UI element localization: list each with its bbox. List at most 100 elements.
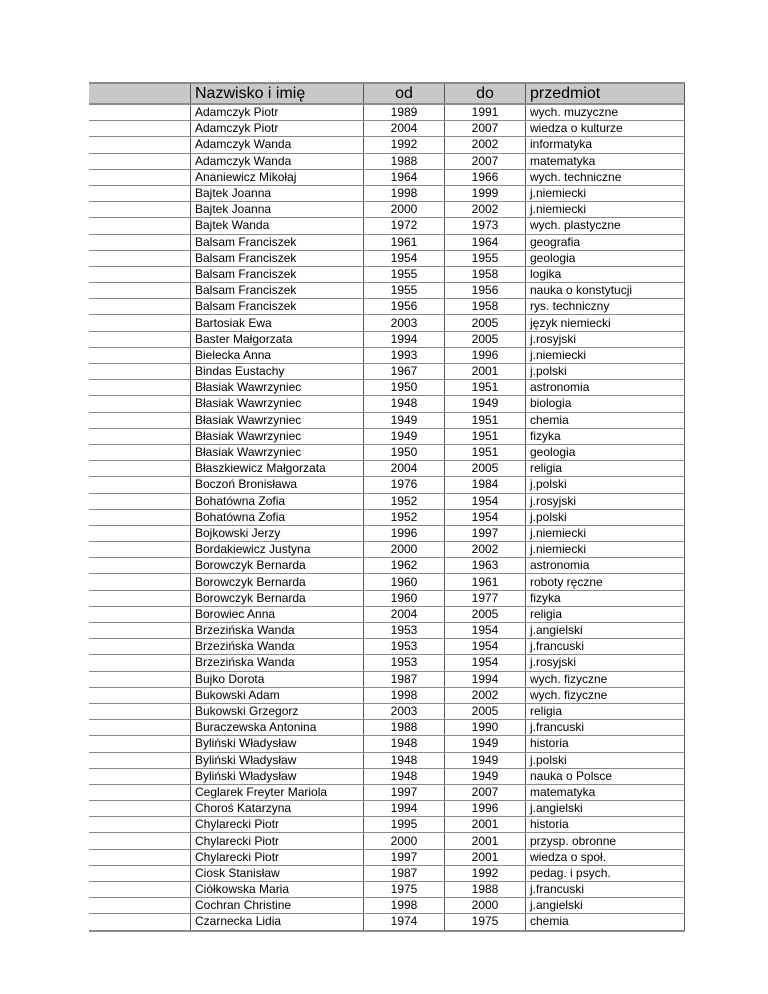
name-cell: Bojkowski Jerzy xyxy=(190,525,364,543)
table-row: Balsam Franciszek 1955 1956 nauka o konstyt… xyxy=(89,282,685,300)
to-cell: 1949 xyxy=(444,735,526,753)
subject-cell: fizyka xyxy=(525,428,685,445)
name-cell: Brzezińska Wanda xyxy=(190,654,364,672)
name-cell: Bajtek Joanna xyxy=(190,201,364,219)
from-cell: 1994 xyxy=(363,331,445,348)
table-row: Bajtek Joanna 1998 1999 j.niemiecki xyxy=(89,185,685,203)
name-cell: Adamczyk Piotr xyxy=(190,104,364,122)
to-cell: 1992 xyxy=(444,865,526,883)
from-cell: 1964 xyxy=(363,169,445,186)
from-cell: 2000 xyxy=(363,541,445,559)
subject-cell: j.francuski xyxy=(525,638,685,656)
blank-cell xyxy=(89,250,191,267)
blank-cell xyxy=(89,153,191,170)
subject-cell: j.rosyjski xyxy=(525,654,685,672)
to-cell: 1964 xyxy=(444,234,526,251)
subject-cell: wiedza o społ. xyxy=(525,849,685,866)
name-cell: Ciosk Stanisław xyxy=(190,865,364,883)
blank-cell xyxy=(89,590,191,607)
header-blank xyxy=(89,82,191,105)
to-cell: 2005 xyxy=(444,460,526,478)
subject-cell: biologia xyxy=(525,395,685,413)
blank-cell xyxy=(89,525,191,543)
subject-cell: geologia xyxy=(525,444,685,462)
to-cell: 2001 xyxy=(444,832,526,850)
to-cell: 2005 xyxy=(444,703,526,721)
table-row: Bielecka Anna 1993 1996 j.niemiecki xyxy=(89,347,685,365)
from-cell: 1960 xyxy=(363,573,445,591)
subject-cell: religia xyxy=(525,703,685,721)
to-cell: 1949 xyxy=(444,752,526,769)
subject-cell: wych. fizyczne xyxy=(525,671,685,688)
subject-cell: matematyka xyxy=(525,153,685,170)
blank-cell xyxy=(89,298,191,316)
subject-cell: pedag. i psych. xyxy=(525,865,685,883)
name-cell: Czarnecka Lidia xyxy=(190,913,364,932)
to-cell: 1958 xyxy=(444,266,526,284)
blank-cell xyxy=(89,541,191,559)
from-cell: 1956 xyxy=(363,298,445,316)
subject-cell: j.angielski xyxy=(525,622,685,640)
table-row: Błasiak Wawrzyniec 1948 1949 biologia xyxy=(89,395,685,413)
from-cell: 1962 xyxy=(363,557,445,575)
blank-cell xyxy=(89,768,191,785)
blank-cell xyxy=(89,638,191,656)
name-cell: Bajtek Wanda xyxy=(190,217,364,235)
to-cell: 1961 xyxy=(444,573,526,591)
from-cell: 2004 xyxy=(363,460,445,478)
blank-cell xyxy=(89,266,191,284)
to-cell: 2002 xyxy=(444,136,526,154)
table-row: Ceglarek Freyter Mariola 1997 2007 matematy… xyxy=(89,784,685,802)
from-cell: 2004 xyxy=(363,606,445,624)
blank-cell xyxy=(89,444,191,462)
from-cell: 1987 xyxy=(363,671,445,688)
to-cell: 1954 xyxy=(444,638,526,656)
name-cell: Bukowski Adam xyxy=(190,687,364,704)
from-cell: 1953 xyxy=(363,638,445,656)
subject-cell: j.niemiecki xyxy=(525,201,685,219)
subject-cell: religia xyxy=(525,606,685,624)
name-cell: Błasiak Wawrzyniec xyxy=(190,444,364,462)
from-cell: 1949 xyxy=(363,428,445,445)
to-cell: 1984 xyxy=(444,476,526,494)
name-cell: Bordakiewicz Justyna xyxy=(190,541,364,559)
header-from: od xyxy=(363,82,445,105)
from-cell: 1997 xyxy=(363,849,445,866)
name-cell: Adamczyk Piotr xyxy=(190,120,364,138)
table-row: Ananiewicz Mikołaj 1964 1966 wych. technicz… xyxy=(89,169,685,186)
subject-cell: j.rosyjski xyxy=(525,331,685,348)
blank-cell xyxy=(89,395,191,413)
blank-cell xyxy=(89,169,191,186)
subject-cell: geografia xyxy=(525,234,685,251)
name-cell: Brzezińska Wanda xyxy=(190,622,364,640)
name-cell: Boczoń Bronisława xyxy=(190,476,364,494)
table-row: Brzezińska Wanda 1953 1954 j.rosyjski xyxy=(89,654,685,672)
to-cell: 1951 xyxy=(444,428,526,445)
subject-cell: astronomia xyxy=(525,379,685,397)
blank-cell xyxy=(89,622,191,640)
table-row: Bohatówna Zofia 1952 1954 j.rosyjski xyxy=(89,493,685,510)
subject-cell: j.niemiecki xyxy=(525,525,685,543)
from-cell: 1953 xyxy=(363,654,445,672)
to-cell: 1963 xyxy=(444,557,526,575)
subject-cell: j.polski xyxy=(525,363,685,381)
table-row: Bujko Dorota 1987 1994 wych. fizyczne xyxy=(89,671,685,688)
blank-cell xyxy=(89,363,191,381)
to-cell: 1973 xyxy=(444,217,526,235)
name-cell: Buraczewska Antonina xyxy=(190,719,364,737)
to-cell: 1990 xyxy=(444,719,526,737)
blank-cell xyxy=(89,671,191,688)
table-row: Ciółkowska Maria 1975 1988 j.francuski xyxy=(89,881,685,899)
name-cell: Choroś Katarzyna xyxy=(190,800,364,818)
to-cell: 2005 xyxy=(444,606,526,624)
to-cell: 1991 xyxy=(444,104,526,122)
blank-cell xyxy=(89,460,191,478)
name-cell: Baster Małgorzata xyxy=(190,331,364,348)
name-cell: Bohatówna Zofia xyxy=(190,509,364,526)
to-cell: 1955 xyxy=(444,250,526,267)
table-row: Błasiak Wawrzyniec 1950 1951 astronomia xyxy=(89,379,685,397)
table-row: Bordakiewicz Justyna 2000 2002 j.niemiecki xyxy=(89,541,685,559)
from-cell: 1948 xyxy=(363,752,445,769)
from-cell: 1952 xyxy=(363,493,445,510)
subject-cell: wych. techniczne xyxy=(525,169,685,186)
